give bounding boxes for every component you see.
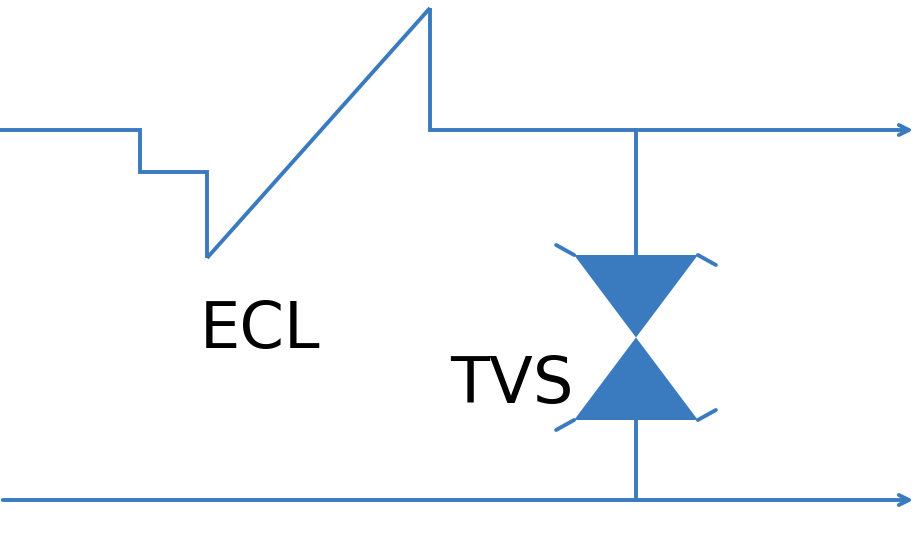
Polygon shape (574, 337, 698, 420)
Text: TVS: TVS (450, 354, 574, 416)
Polygon shape (574, 255, 698, 337)
Text: ECL: ECL (200, 299, 320, 361)
